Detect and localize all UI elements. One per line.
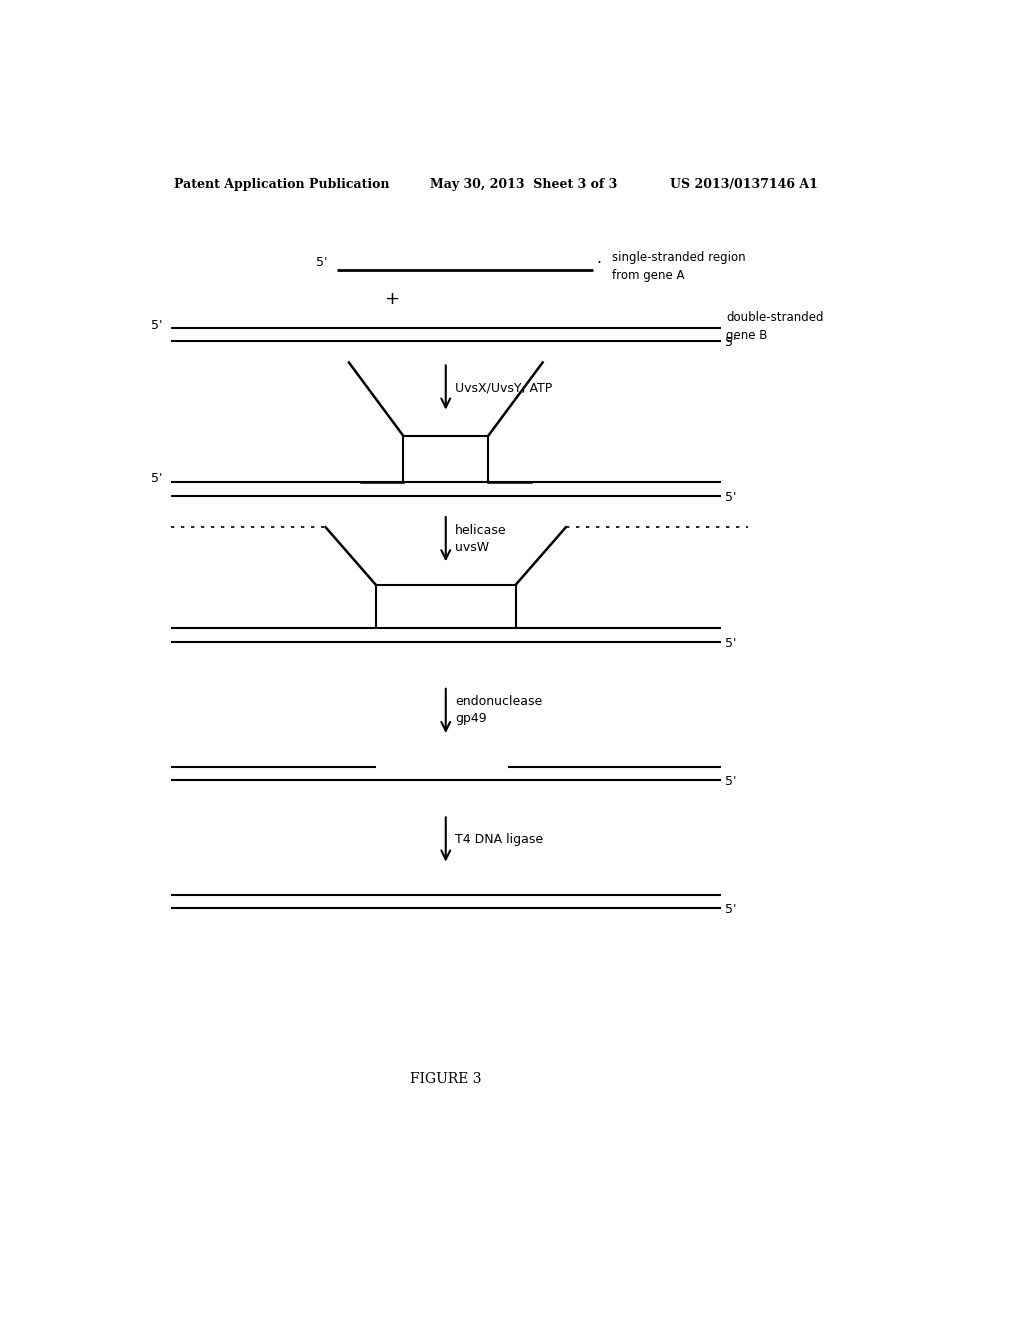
Text: 5': 5' [725,491,736,504]
Text: FIGURE 3: FIGURE 3 [410,1072,481,1085]
Text: 5': 5' [151,319,162,333]
Text: helicase
uvsW: helicase uvsW [455,524,507,554]
Text: 5': 5' [725,903,736,916]
Text: 5': 5' [725,775,736,788]
Text: UvsX/UvsY, ATP: UvsX/UvsY, ATP [455,381,552,395]
Text: US 2013/0137146 A1: US 2013/0137146 A1 [671,178,818,190]
Text: May 30, 2013  Sheet 3 of 3: May 30, 2013 Sheet 3 of 3 [430,178,617,190]
Text: +: + [384,290,399,309]
Text: T4 DNA ligase: T4 DNA ligase [455,833,543,846]
Text: 5': 5' [725,638,736,649]
Text: Patent Application Publication: Patent Application Publication [174,178,390,190]
FancyBboxPatch shape [376,585,515,628]
Text: 5': 5' [725,335,736,348]
Text: single-stranded region
from gene A: single-stranded region from gene A [612,252,746,282]
Text: 5': 5' [151,473,162,486]
Text: double-stranded
gene B: double-stranded gene B [726,310,823,342]
Text: .: . [597,251,602,267]
Text: 5': 5' [316,256,328,268]
FancyBboxPatch shape [403,436,488,482]
Text: endonuclease
gp49: endonuclease gp49 [455,696,543,726]
